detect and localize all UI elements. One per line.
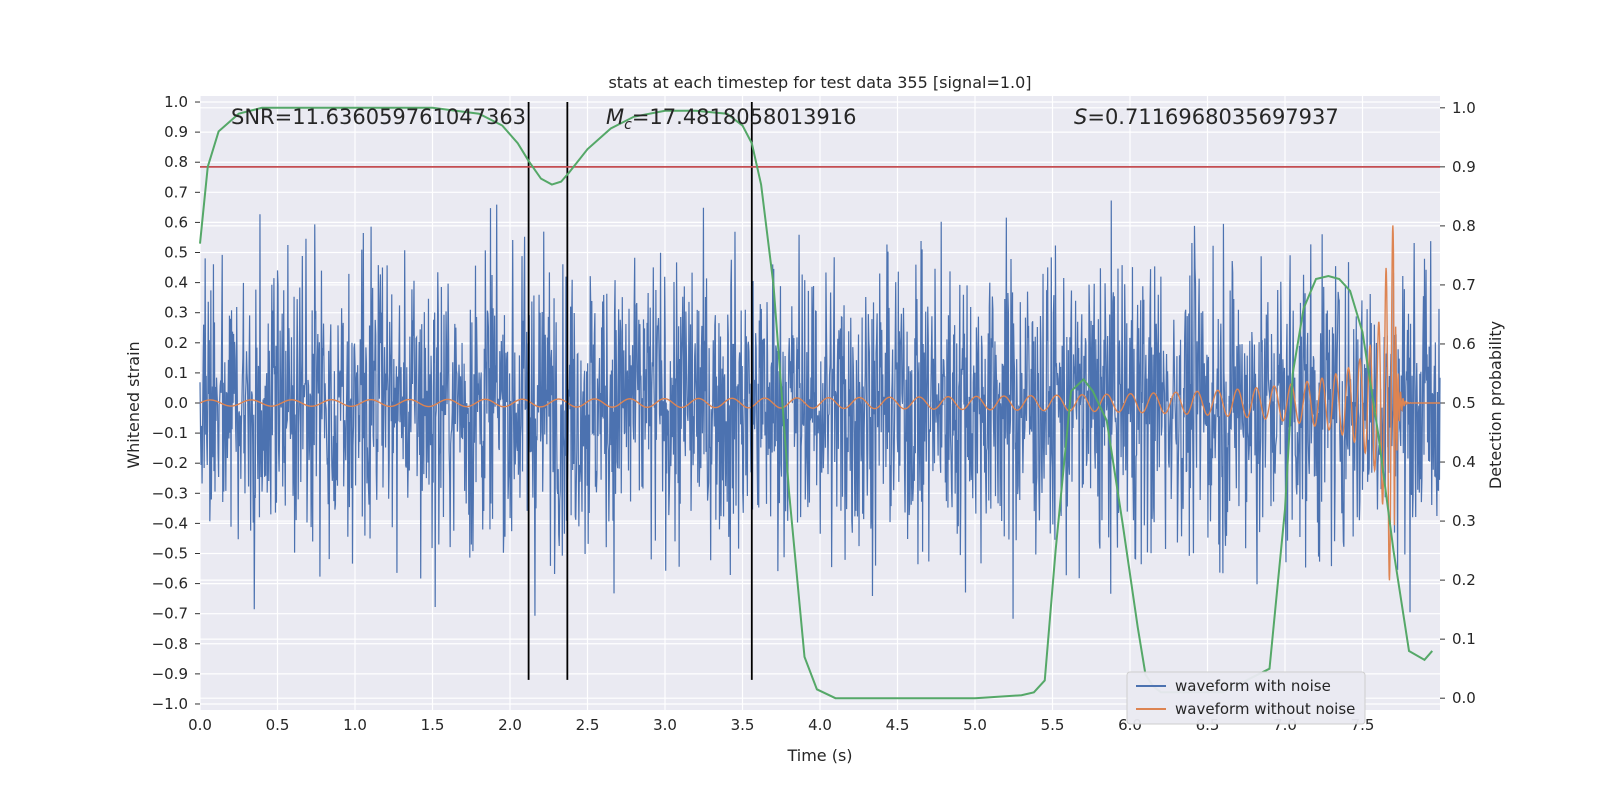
mc-subscript: c — [624, 117, 632, 133]
y2-tick-label: 0.5 — [1452, 394, 1476, 412]
y2-tick-label: 0.6 — [1452, 335, 1476, 353]
probability-line — [199, 106, 1434, 700]
y2-tick-labels: 1.0 0.9 0.8 0.7 0.6 0.5 0.4 0.3 0.2 0.1 0.0 — [1452, 99, 1476, 707]
mc-value: =17.4818058013916 — [632, 105, 857, 129]
probability-series — [199, 106, 1434, 700]
y-tick-label: −1.0 — [152, 695, 188, 713]
x-tick-label: 1.5 — [421, 716, 445, 734]
y-tick-label: 1.0 — [164, 93, 188, 111]
x-tick-label: 0.0 — [188, 716, 212, 734]
y-tick-label: 0.3 — [164, 304, 188, 322]
s-annotation: S=0.7116968035697937 — [1074, 105, 1339, 129]
y-tick-labels: 1.0 0.9 0.8 0.7 0.6 0.5 0.4 0.3 0.2 0.1 0.0 −0.1 −0.… — [152, 93, 188, 713]
y-tick-label: 0.4 — [164, 274, 188, 292]
y-tick-label: −0.6 — [152, 575, 188, 593]
x-tick-label: 2.0 — [498, 716, 522, 734]
noise-series — [199, 200, 1441, 619]
y-tick-label: 0.6 — [164, 213, 188, 231]
x-tick-label: 2.5 — [576, 716, 600, 734]
x-tick-label: 3.5 — [731, 716, 755, 734]
y2-tick-label: 0.8 — [1452, 217, 1476, 235]
y-tick-label: 0.7 — [164, 183, 188, 201]
legend: waveform with noise waveform without noi… — [1126, 671, 1366, 725]
y2-tick-label: 0.4 — [1452, 453, 1476, 471]
y-axis-label: Whitened strain — [124, 341, 143, 468]
x-tick-label: 4.0 — [808, 716, 832, 734]
s-symbol: S — [1074, 105, 1087, 129]
y2-tick-label: 0.9 — [1452, 158, 1476, 176]
legend-box — [1126, 671, 1366, 725]
vertical-lines — [527, 102, 753, 680]
y-tick-label: −0.5 — [152, 544, 188, 562]
x-axis-label: Time (s) — [786, 746, 852, 765]
y-tick-label: −0.4 — [152, 514, 188, 532]
y2-tick-label: 0.3 — [1452, 512, 1476, 530]
y2-tick-label: 1.0 — [1452, 99, 1476, 117]
y2-axis-label: Detection probability — [1486, 321, 1505, 489]
y-tick-label: −0.3 — [152, 484, 188, 502]
y-tick-label: −0.1 — [152, 424, 188, 442]
y-tick-label: 0.5 — [164, 244, 188, 262]
y-tick-label: 0.0 — [164, 394, 188, 412]
y2-tick-label: 0.1 — [1452, 630, 1476, 648]
mc-symbol: M — [606, 105, 624, 129]
x-tick-label: 1.0 — [343, 716, 367, 734]
chirp-line — [199, 225, 1440, 581]
legend-label-clean: waveform without noise — [1175, 700, 1355, 718]
y-tick-label: 0.8 — [164, 153, 188, 171]
chirp-mass-annotation: Mc=17.4818058013916 — [606, 105, 857, 133]
x-tick-label: 3.0 — [653, 716, 677, 734]
x-tick-label: 4.5 — [886, 716, 910, 734]
y-tick-label: 0.9 — [164, 123, 188, 141]
y-tick-label: −0.9 — [152, 665, 188, 683]
x-tick-labels: 0.0 0.5 1.0 1.5 2.0 2.5 3.0 3.5 4.0 4.5 5.0 5.5 6.0 6… — [188, 716, 1374, 734]
y2-tick-label: 0.7 — [1452, 276, 1476, 294]
y-tick-label: −0.7 — [152, 605, 188, 623]
y2-tick-label: 0.2 — [1452, 571, 1476, 589]
x-tick-label: 5.5 — [1041, 716, 1065, 734]
y2-tick-label: 0.0 — [1452, 689, 1476, 707]
y-tick-label: 0.2 — [164, 334, 188, 352]
chart-title: stats at each timestep for test data 355… — [608, 73, 1031, 92]
x-tick-label: 5.0 — [963, 716, 987, 734]
y-tick-label: 0.1 — [164, 364, 188, 382]
y-tick-label: −0.8 — [152, 635, 188, 653]
chirp-series — [199, 225, 1440, 581]
y-tick-label: −0.2 — [152, 454, 188, 472]
noise-line — [199, 200, 1441, 619]
snr-annotation: SNR=11.636059761047363 — [231, 105, 526, 129]
s-value: =0.7116968035697937 — [1087, 105, 1338, 129]
legend-label-noise: waveform with noise — [1175, 677, 1331, 695]
x-tick-label: 0.5 — [266, 716, 290, 734]
